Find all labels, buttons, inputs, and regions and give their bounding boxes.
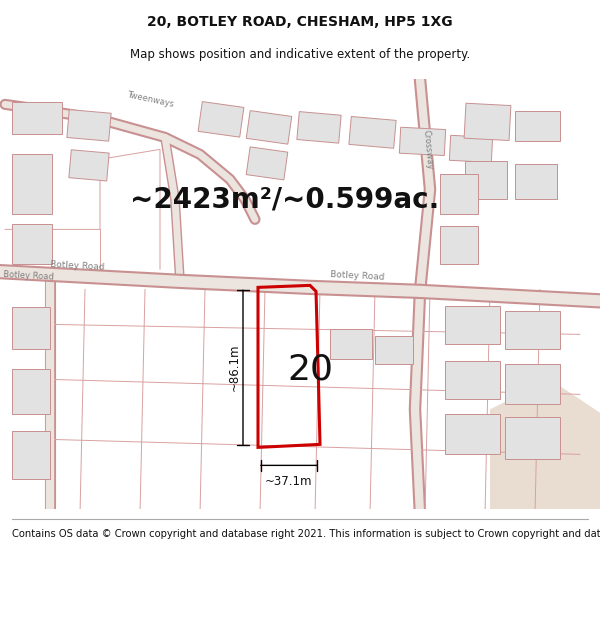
Polygon shape [449,135,493,162]
Text: Crossway: Crossway [422,129,434,170]
Polygon shape [12,154,52,214]
Polygon shape [440,174,478,214]
Polygon shape [12,431,50,479]
Polygon shape [246,111,292,144]
Polygon shape [12,224,52,264]
Text: Tweenways: Tweenways [126,91,174,109]
Text: Botley Road: Botley Road [3,270,54,281]
Polygon shape [330,329,372,359]
Polygon shape [349,116,396,148]
Polygon shape [464,103,511,141]
Polygon shape [375,336,413,364]
Text: Botley Road: Botley Road [330,269,385,281]
Polygon shape [297,112,341,143]
Polygon shape [67,109,111,141]
Polygon shape [246,147,288,180]
Polygon shape [198,102,244,137]
Polygon shape [465,161,507,199]
Text: Botley Road: Botley Road [50,259,105,271]
Text: ~2423m²/~0.599ac.: ~2423m²/~0.599ac. [130,186,440,213]
Polygon shape [505,311,560,349]
Text: Map shows position and indicative extent of the property.: Map shows position and indicative extent… [130,48,470,61]
Text: 20: 20 [287,352,333,386]
Polygon shape [445,414,500,454]
Text: Contains OS data © Crown copyright and database right 2021. This information is : Contains OS data © Crown copyright and d… [12,529,600,539]
Polygon shape [505,418,560,459]
Polygon shape [505,364,560,404]
Polygon shape [12,369,50,414]
Text: ~37.1m: ~37.1m [265,476,313,488]
Polygon shape [400,127,446,156]
Polygon shape [515,111,560,141]
Text: 20, BOTLEY ROAD, CHESHAM, HP5 1XG: 20, BOTLEY ROAD, CHESHAM, HP5 1XG [147,15,453,29]
Polygon shape [445,361,500,399]
Polygon shape [515,164,557,199]
Text: ~86.1m: ~86.1m [228,344,241,391]
Polygon shape [69,150,109,181]
Polygon shape [440,226,478,264]
Polygon shape [445,306,500,344]
Polygon shape [12,308,50,349]
Polygon shape [12,102,62,134]
Polygon shape [490,379,600,514]
